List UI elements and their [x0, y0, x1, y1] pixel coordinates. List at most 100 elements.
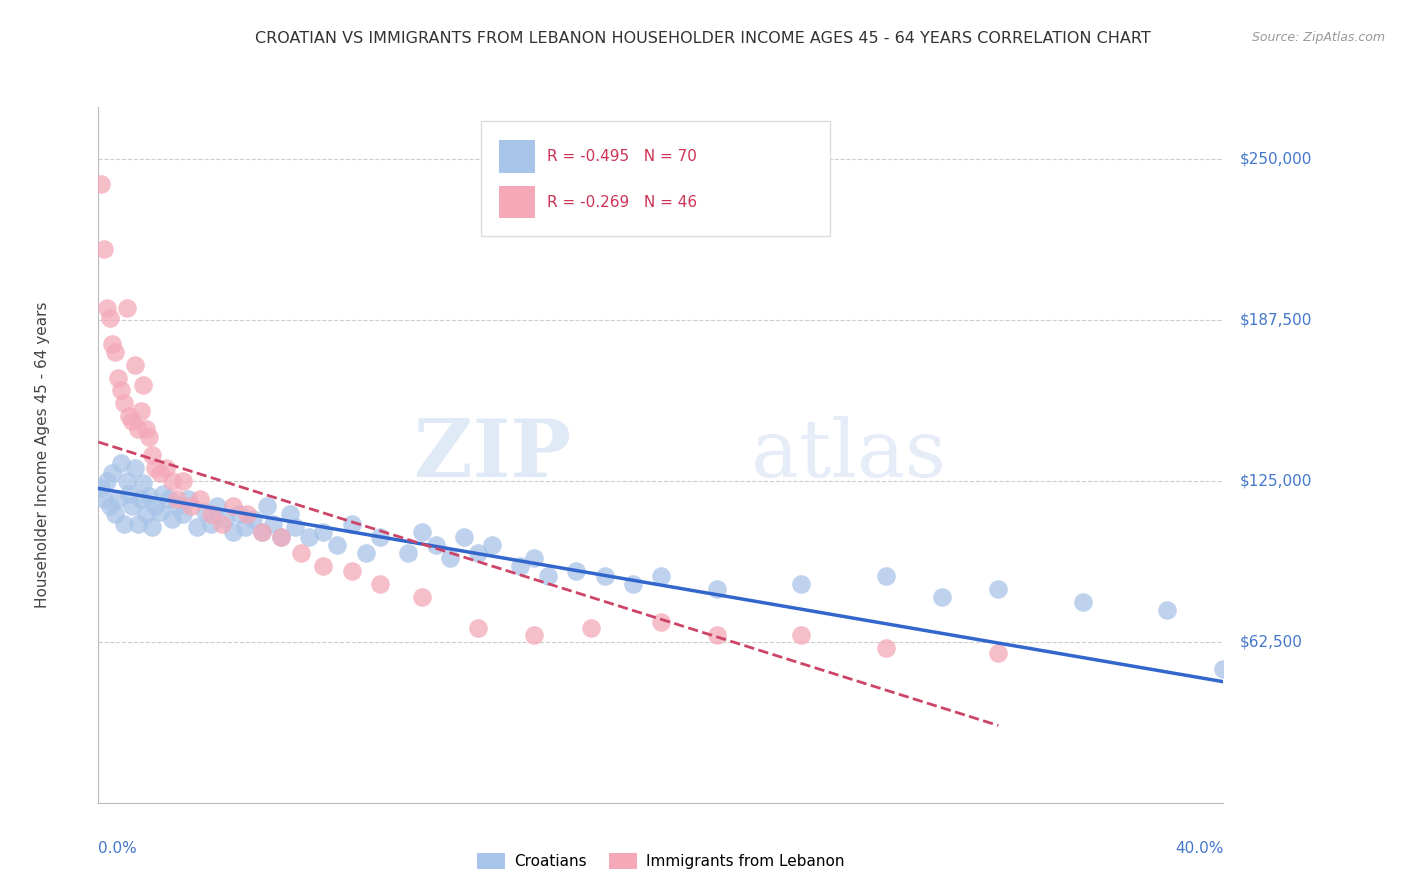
- Point: [107, 370, 129, 384]
- Point: [579, 621, 602, 635]
- Point: [987, 582, 1010, 596]
- Text: $62,500: $62,500: [1240, 634, 1303, 649]
- Point: [875, 569, 897, 583]
- Point: [110, 384, 132, 398]
- Point: [242, 512, 264, 526]
- Point: [172, 507, 194, 521]
- Text: $187,500: $187,500: [1240, 312, 1312, 327]
- Point: [149, 505, 172, 519]
- Point: [124, 358, 146, 372]
- Point: [166, 491, 188, 506]
- Point: [326, 538, 349, 552]
- Point: [425, 538, 447, 552]
- Point: [121, 414, 143, 428]
- Text: 40.0%: 40.0%: [1175, 841, 1223, 856]
- Point: [537, 569, 560, 583]
- Point: [101, 466, 124, 480]
- Point: [987, 646, 1010, 660]
- Point: [115, 301, 138, 315]
- Point: [157, 491, 180, 506]
- Point: [354, 546, 377, 560]
- Point: [211, 517, 233, 532]
- Point: [141, 520, 163, 534]
- Text: R = -0.495   N = 70: R = -0.495 N = 70: [547, 149, 697, 164]
- Point: [262, 517, 284, 532]
- Point: [194, 505, 217, 519]
- Point: [222, 500, 245, 514]
- Point: [368, 576, 391, 591]
- Point: [93, 242, 115, 256]
- Point: [467, 621, 489, 635]
- Point: [1071, 595, 1094, 609]
- Point: [135, 422, 157, 436]
- Point: [290, 546, 312, 560]
- Point: [132, 378, 155, 392]
- Point: [98, 311, 121, 326]
- Point: [222, 525, 245, 540]
- Point: [467, 546, 489, 560]
- Point: [931, 590, 953, 604]
- Point: [1156, 602, 1178, 616]
- Point: [93, 491, 115, 506]
- Point: [186, 520, 208, 534]
- Point: [411, 590, 433, 604]
- Point: [166, 500, 188, 514]
- Point: [312, 525, 335, 540]
- Point: [200, 507, 222, 521]
- Point: [621, 576, 644, 591]
- Text: ZIP: ZIP: [413, 416, 571, 494]
- Text: Householder Income Ages 45 - 64 years: Householder Income Ages 45 - 64 years: [35, 301, 49, 608]
- Point: [115, 474, 138, 488]
- Point: [112, 517, 135, 532]
- Point: [270, 530, 292, 544]
- Point: [439, 551, 461, 566]
- Point: [523, 551, 546, 566]
- Point: [706, 582, 728, 596]
- Legend: Croatians, Immigrants from Lebanon: Croatians, Immigrants from Lebanon: [471, 847, 851, 875]
- Point: [177, 491, 200, 506]
- Point: [90, 178, 112, 192]
- Point: [138, 430, 160, 444]
- Point: [96, 301, 118, 315]
- Point: [650, 615, 672, 630]
- Point: [284, 520, 307, 534]
- Point: [256, 500, 278, 514]
- FancyBboxPatch shape: [499, 140, 534, 173]
- FancyBboxPatch shape: [481, 121, 830, 235]
- Point: [706, 628, 728, 642]
- Point: [790, 576, 813, 591]
- Point: [124, 460, 146, 475]
- Text: $250,000: $250,000: [1240, 151, 1312, 166]
- Point: [143, 460, 166, 475]
- Point: [129, 491, 152, 506]
- Point: [160, 512, 183, 526]
- Point: [340, 564, 363, 578]
- Point: [565, 564, 588, 578]
- Point: [135, 507, 157, 521]
- Point: [141, 448, 163, 462]
- Point: [205, 500, 228, 514]
- Point: [132, 476, 155, 491]
- Point: [233, 520, 256, 534]
- Point: [98, 500, 121, 514]
- Point: [593, 569, 616, 583]
- Point: [101, 337, 124, 351]
- Text: atlas: atlas: [751, 416, 946, 494]
- Point: [411, 525, 433, 540]
- Point: [340, 517, 363, 532]
- Point: [107, 491, 129, 506]
- Point: [104, 344, 127, 359]
- FancyBboxPatch shape: [499, 186, 534, 219]
- Point: [396, 546, 419, 560]
- Point: [110, 456, 132, 470]
- Point: [250, 525, 273, 540]
- Point: [127, 422, 149, 436]
- Point: [650, 569, 672, 583]
- Point: [96, 474, 118, 488]
- Point: [1212, 662, 1234, 676]
- Point: [228, 507, 250, 521]
- Point: [509, 558, 531, 573]
- Point: [312, 558, 335, 573]
- Point: [481, 538, 503, 552]
- Point: [112, 396, 135, 410]
